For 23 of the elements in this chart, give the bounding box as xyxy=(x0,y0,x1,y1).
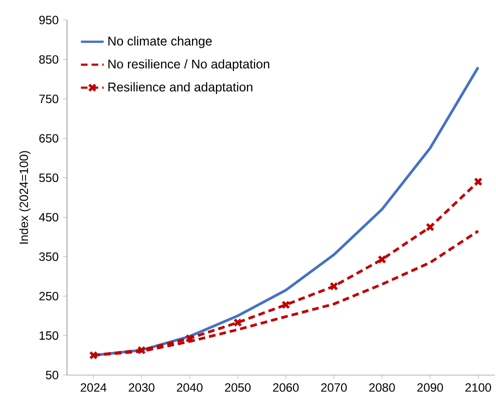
x-tick-label: 2050 xyxy=(224,383,251,392)
y-tick-label: 950 xyxy=(39,16,58,24)
legend-label: Resilience and adaptation xyxy=(108,82,252,94)
x-tick-label: 2024 xyxy=(80,383,106,392)
y-tick-label: 450 xyxy=(38,212,58,222)
y-tick-label: 50 xyxy=(46,370,58,380)
y-tick-label: 850 xyxy=(39,55,58,64)
x-tick-label: 2060 xyxy=(273,383,299,392)
y-tick-label: 250 xyxy=(39,292,58,300)
x-tick-label: 2090 xyxy=(417,383,443,392)
y-tick-label: 550 xyxy=(39,174,58,182)
x-tick-label: 2080 xyxy=(369,383,395,392)
x-tick-label: 2100 xyxy=(465,383,492,392)
x-tick-label: 2040 xyxy=(176,383,203,392)
y-axis-title: Index (2024=100) xyxy=(19,151,30,244)
y-tick-label: 350 xyxy=(39,252,58,261)
y-tick-label: 650 xyxy=(39,134,58,143)
x-tick-label: 2070 xyxy=(321,383,347,392)
legend-label: No climate change xyxy=(108,36,212,48)
y-tick-label: 150 xyxy=(40,331,58,340)
y-tick-label: 750 xyxy=(39,94,58,104)
x-tick-label: 2030 xyxy=(128,383,154,392)
legend-label: No resilience / No adaptation xyxy=(108,59,270,72)
